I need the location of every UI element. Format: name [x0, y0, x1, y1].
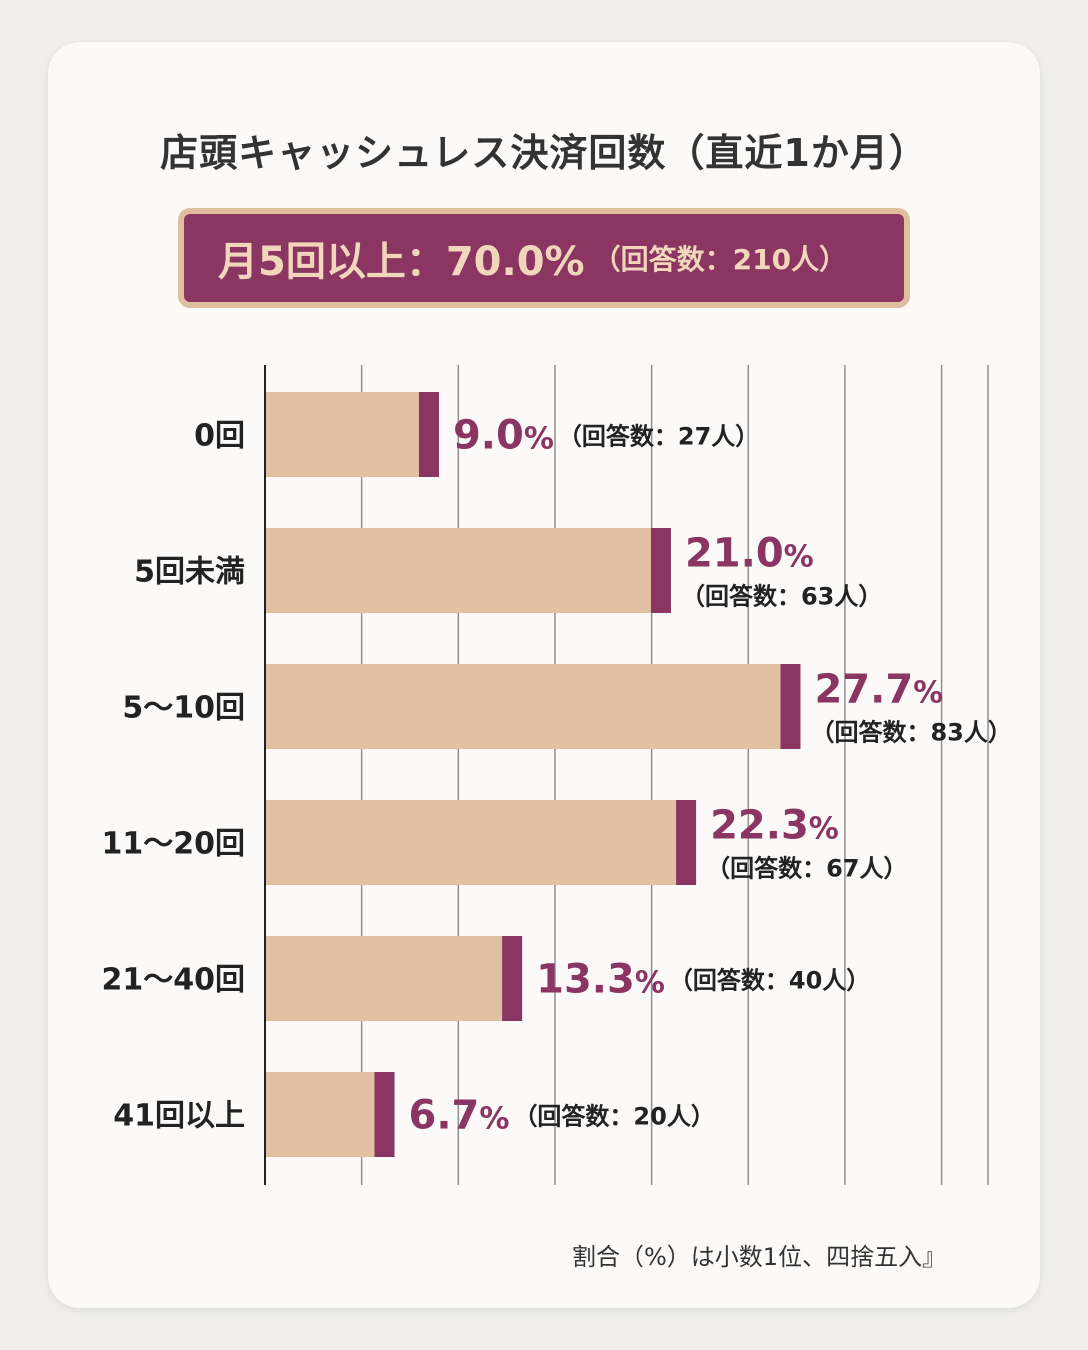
bar	[266, 936, 503, 1021]
category-label: 0回	[194, 419, 245, 454]
count-label: （回答数：83人）	[810, 719, 1011, 747]
footnote: 割合（%）は小数1位、四捨五入』	[572, 1243, 947, 1271]
bar	[266, 1072, 375, 1157]
count-label: （回答数：40人）	[669, 967, 870, 995]
value-label: 21.0%	[685, 531, 814, 577]
bar-end-cap	[418, 392, 439, 477]
value-label: 22.3%	[710, 803, 839, 849]
category-label: 21〜40回	[102, 963, 246, 998]
bar-end-cap	[502, 936, 523, 1021]
bar-end-cap	[780, 664, 801, 749]
count-label: （回答数：27人）	[558, 423, 759, 451]
count-label: （回答数：20人）	[513, 1103, 714, 1131]
value-label: 27.7%	[814, 667, 943, 713]
value-label: 9.0%	[453, 413, 554, 459]
bar	[266, 800, 677, 885]
chart-title: 店頭キャッシュレス決済回数（直近1か月）	[160, 131, 928, 175]
bar	[266, 392, 419, 477]
summary-banner: 月5回以上：70.0% （回答数：210人）	[178, 208, 910, 308]
bar-end-cap	[374, 1072, 395, 1157]
category-label: 41回以上	[113, 1099, 245, 1134]
count-label: （回答数：67人）	[706, 855, 907, 883]
count-label: （回答数：63人）	[681, 583, 882, 611]
bar-end-cap	[650, 528, 671, 613]
summary-text: 月5回以上：70.0%	[218, 239, 585, 285]
category-label: 5〜10回	[122, 691, 245, 726]
bar	[266, 664, 781, 749]
summary-count: （回答数：210人）	[592, 243, 848, 276]
category-label: 5回未満	[134, 555, 245, 590]
value-label: 6.7%	[409, 1093, 510, 1139]
bar	[266, 528, 651, 613]
value-label: 13.3%	[536, 957, 665, 1003]
bar-end-cap	[676, 800, 697, 885]
category-label: 11〜20回	[102, 827, 246, 862]
